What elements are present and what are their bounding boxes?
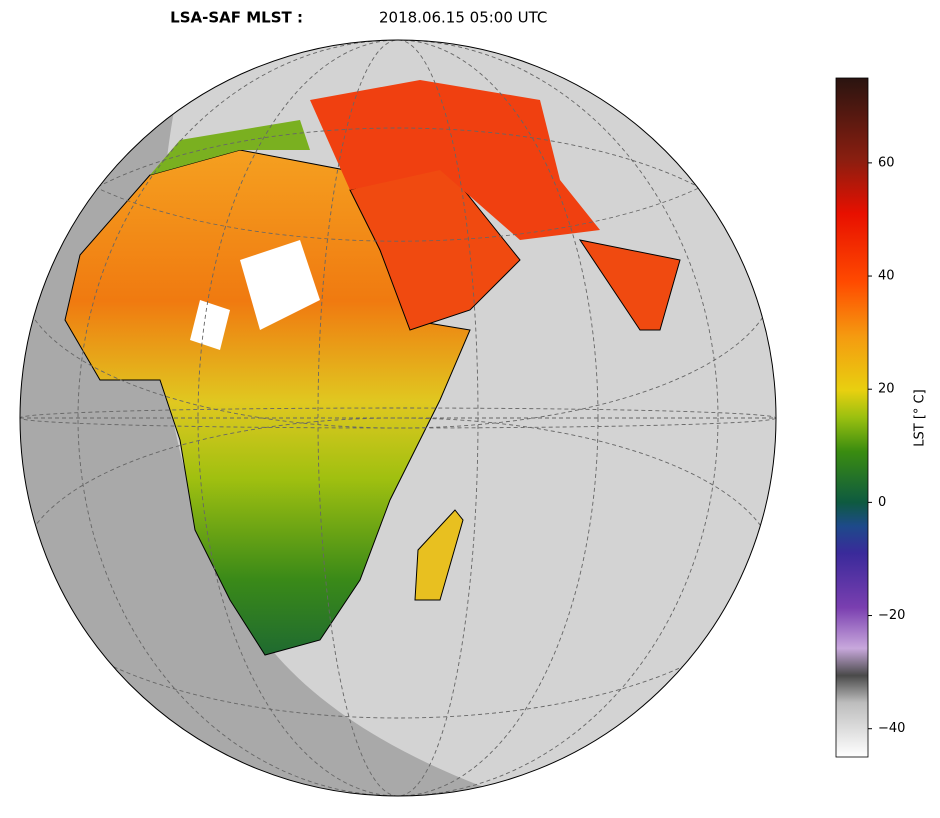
title-bold: LSA-SAF MLST : bbox=[170, 9, 303, 27]
globe bbox=[20, 40, 776, 796]
colorbar-tick-label: 60 bbox=[878, 155, 895, 170]
colorbar bbox=[835, 77, 869, 758]
colorbar-tick-label: −20 bbox=[878, 608, 905, 623]
colorbar-label: LST [° C] bbox=[913, 389, 928, 446]
globe-outline bbox=[19, 39, 777, 797]
colorbar-tick-label: 20 bbox=[878, 382, 895, 397]
title-date: 2018.06.15 05:00 UTC bbox=[379, 9, 547, 27]
colorbar-tick-label: 0 bbox=[878, 495, 886, 510]
colorbar-tick-label: −40 bbox=[878, 721, 905, 736]
colorbar-tick-label: 40 bbox=[878, 269, 895, 284]
